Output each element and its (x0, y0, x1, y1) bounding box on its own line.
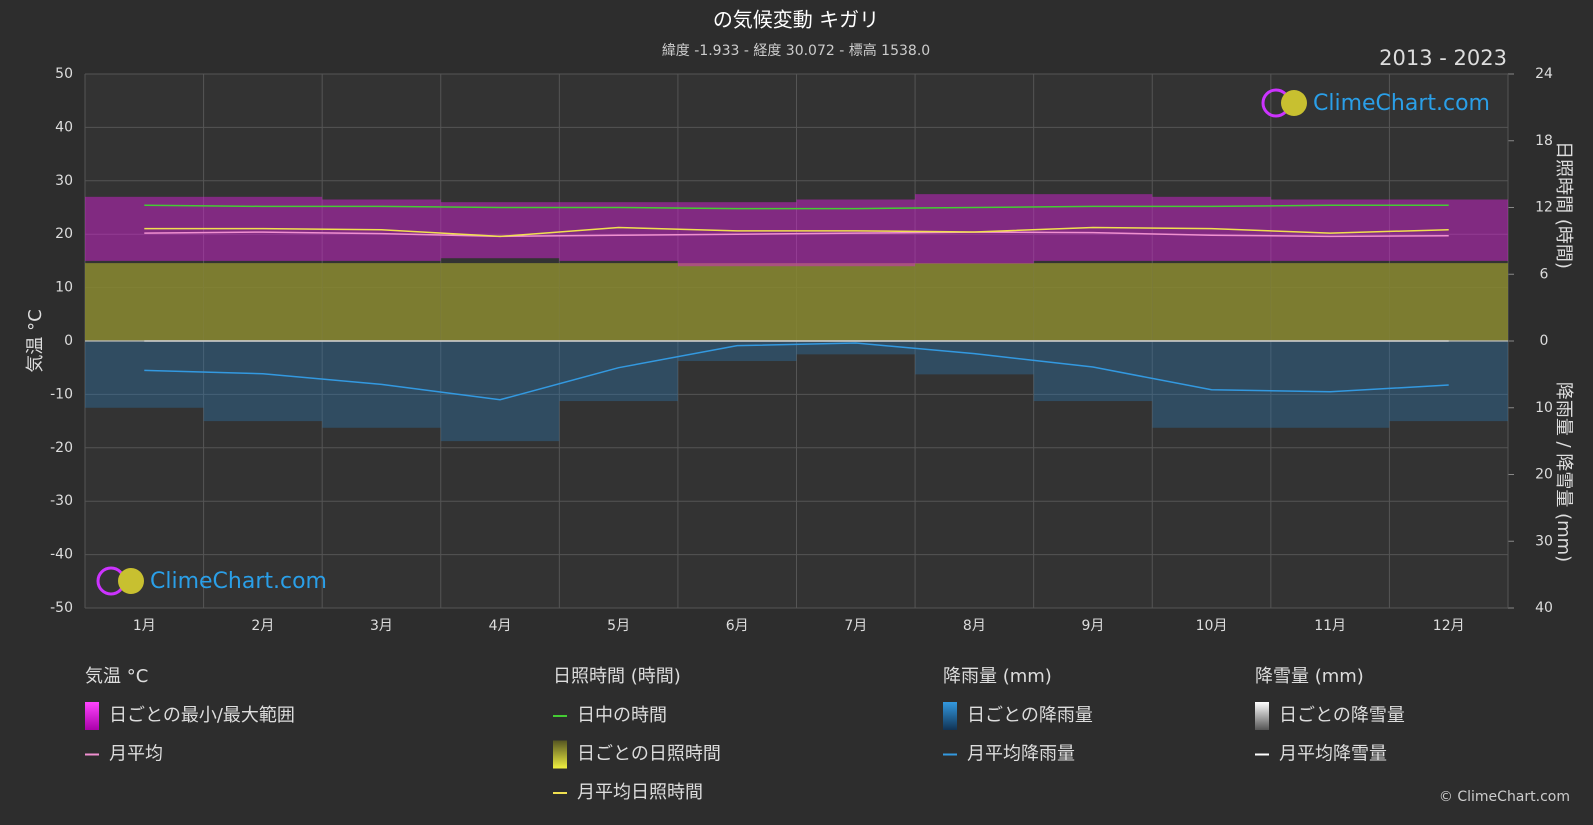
sunshine-bar (322, 263, 441, 341)
y2-tick-label: 6 (1540, 266, 1549, 282)
y-tick-label: -40 (50, 547, 73, 563)
y-tick-label: 40 (55, 119, 73, 135)
sunshine-bar (915, 263, 1034, 341)
y-tick-label: -10 (50, 386, 73, 402)
x-tick-label: 9月 (1081, 618, 1104, 634)
x-tick-label: 4月 (489, 618, 512, 634)
sunshine-bar (559, 263, 678, 341)
x-tick-label: 7月 (844, 618, 867, 634)
legend-heading: 降雪量 (mm) (1255, 666, 1364, 687)
sunshine-bar (1152, 263, 1271, 341)
legend-label: 月平均降雨量 (967, 744, 1075, 765)
temp-range (440, 202, 560, 259)
y2-tick-label: 0 (1540, 333, 1549, 349)
legend-swatch (85, 702, 99, 730)
watermark: ClimeChart.com (1313, 91, 1490, 116)
precip-bar (440, 341, 560, 442)
precip-bar (85, 341, 204, 408)
legend-label: 月平均日照時間 (577, 782, 703, 803)
y3-tick-label: 20 (1535, 467, 1553, 483)
series-line (144, 204, 1449, 210)
temp-range (559, 202, 678, 261)
x-tick-label: 10月 (1196, 618, 1228, 634)
x-tick-label: 5月 (607, 618, 630, 634)
precip-bar (1152, 341, 1271, 428)
sunshine-bar (85, 263, 204, 341)
legend-heading: 日照時間 (時間) (553, 666, 681, 687)
y3-axis-label: 降雨量 / 降雪量 (mm) (1553, 382, 1574, 562)
y2-tick-label: 12 (1535, 200, 1553, 216)
x-tick-label: 11月 (1314, 618, 1346, 634)
legend-label: 月平均降雪量 (1279, 744, 1387, 765)
legend-label: 日ごとの日照時間 (577, 744, 721, 765)
legend-heading: 降雨量 (mm) (943, 666, 1052, 687)
period: 2013 - 2023 (1379, 46, 1507, 70)
y2-axis-label: 日照時間 (時間) (1553, 141, 1574, 269)
y2-tick-label: 24 (1535, 66, 1553, 82)
legend-label: 日中の時間 (577, 705, 667, 726)
precip-bar (559, 341, 678, 402)
y3-tick-label: 10 (1535, 400, 1553, 416)
x-tick-label: 2月 (251, 618, 274, 634)
y-tick-label: 0 (64, 333, 73, 349)
y3-tick-label: 40 (1535, 600, 1553, 616)
y-tick-label: 20 (55, 226, 73, 242)
temp-range (1270, 199, 1390, 261)
y-tick-label: -20 (50, 440, 73, 456)
precip-bar (1033, 341, 1153, 402)
sunshine-bar (1033, 263, 1153, 341)
legend-swatch (553, 740, 567, 769)
logo-bottom: ClimeChart.com (96, 566, 327, 596)
x-tick-label: 8月 (963, 618, 986, 634)
precip-bar (203, 341, 323, 422)
sunshine-bar (440, 263, 560, 341)
sunshine-bar (1389, 263, 1508, 341)
precip-bar (677, 341, 797, 362)
y-axis-label: 気温 °C (25, 309, 46, 372)
sunshine-bar (796, 263, 916, 341)
legend-label: 日ごとの降雨量 (967, 705, 1093, 726)
y-tick-label: 50 (55, 66, 73, 82)
copyright: © ClimeChart.com (1439, 789, 1570, 805)
precip-bar (1389, 341, 1508, 422)
sunshine-bar (203, 263, 323, 341)
y2-tick-label: 18 (1535, 133, 1553, 149)
temp-range (915, 194, 1034, 264)
series-line (144, 342, 1449, 401)
legend-label: 日ごとの降雪量 (1279, 705, 1405, 726)
sunshine-bar (1270, 263, 1390, 341)
y-tick-label: 30 (55, 173, 73, 189)
chart-title: の気候変動 キガリ (713, 8, 879, 32)
x-tick-label: 6月 (726, 618, 749, 634)
legend-swatch (1255, 702, 1269, 730)
x-tick-label: 3月 (370, 618, 393, 634)
watermark: ClimeChart.com (150, 569, 327, 594)
legend-heading: 気温 °C (85, 666, 148, 687)
legend-label: 月平均 (109, 744, 163, 765)
sunshine-bar (677, 263, 797, 341)
x-tick-label: 12月 (1433, 618, 1465, 634)
logo-top: ClimeChart.com (1261, 88, 1490, 118)
y-tick-label: -30 (50, 493, 73, 509)
y-tick-label: 10 (55, 280, 73, 296)
chart-subtitle: 緯度 -1.933 - 経度 30.072 - 標高 1538.0 (662, 42, 930, 59)
precip-bar (1270, 341, 1390, 428)
x-tick-label: 1月 (133, 618, 156, 634)
legend-swatch (943, 702, 957, 730)
series-line (144, 226, 1449, 238)
legend-label: 日ごとの最小/最大範囲 (109, 705, 295, 726)
series-line (144, 231, 1449, 238)
y-tick-label: -50 (50, 600, 73, 616)
y3-tick-label: 30 (1535, 533, 1553, 549)
